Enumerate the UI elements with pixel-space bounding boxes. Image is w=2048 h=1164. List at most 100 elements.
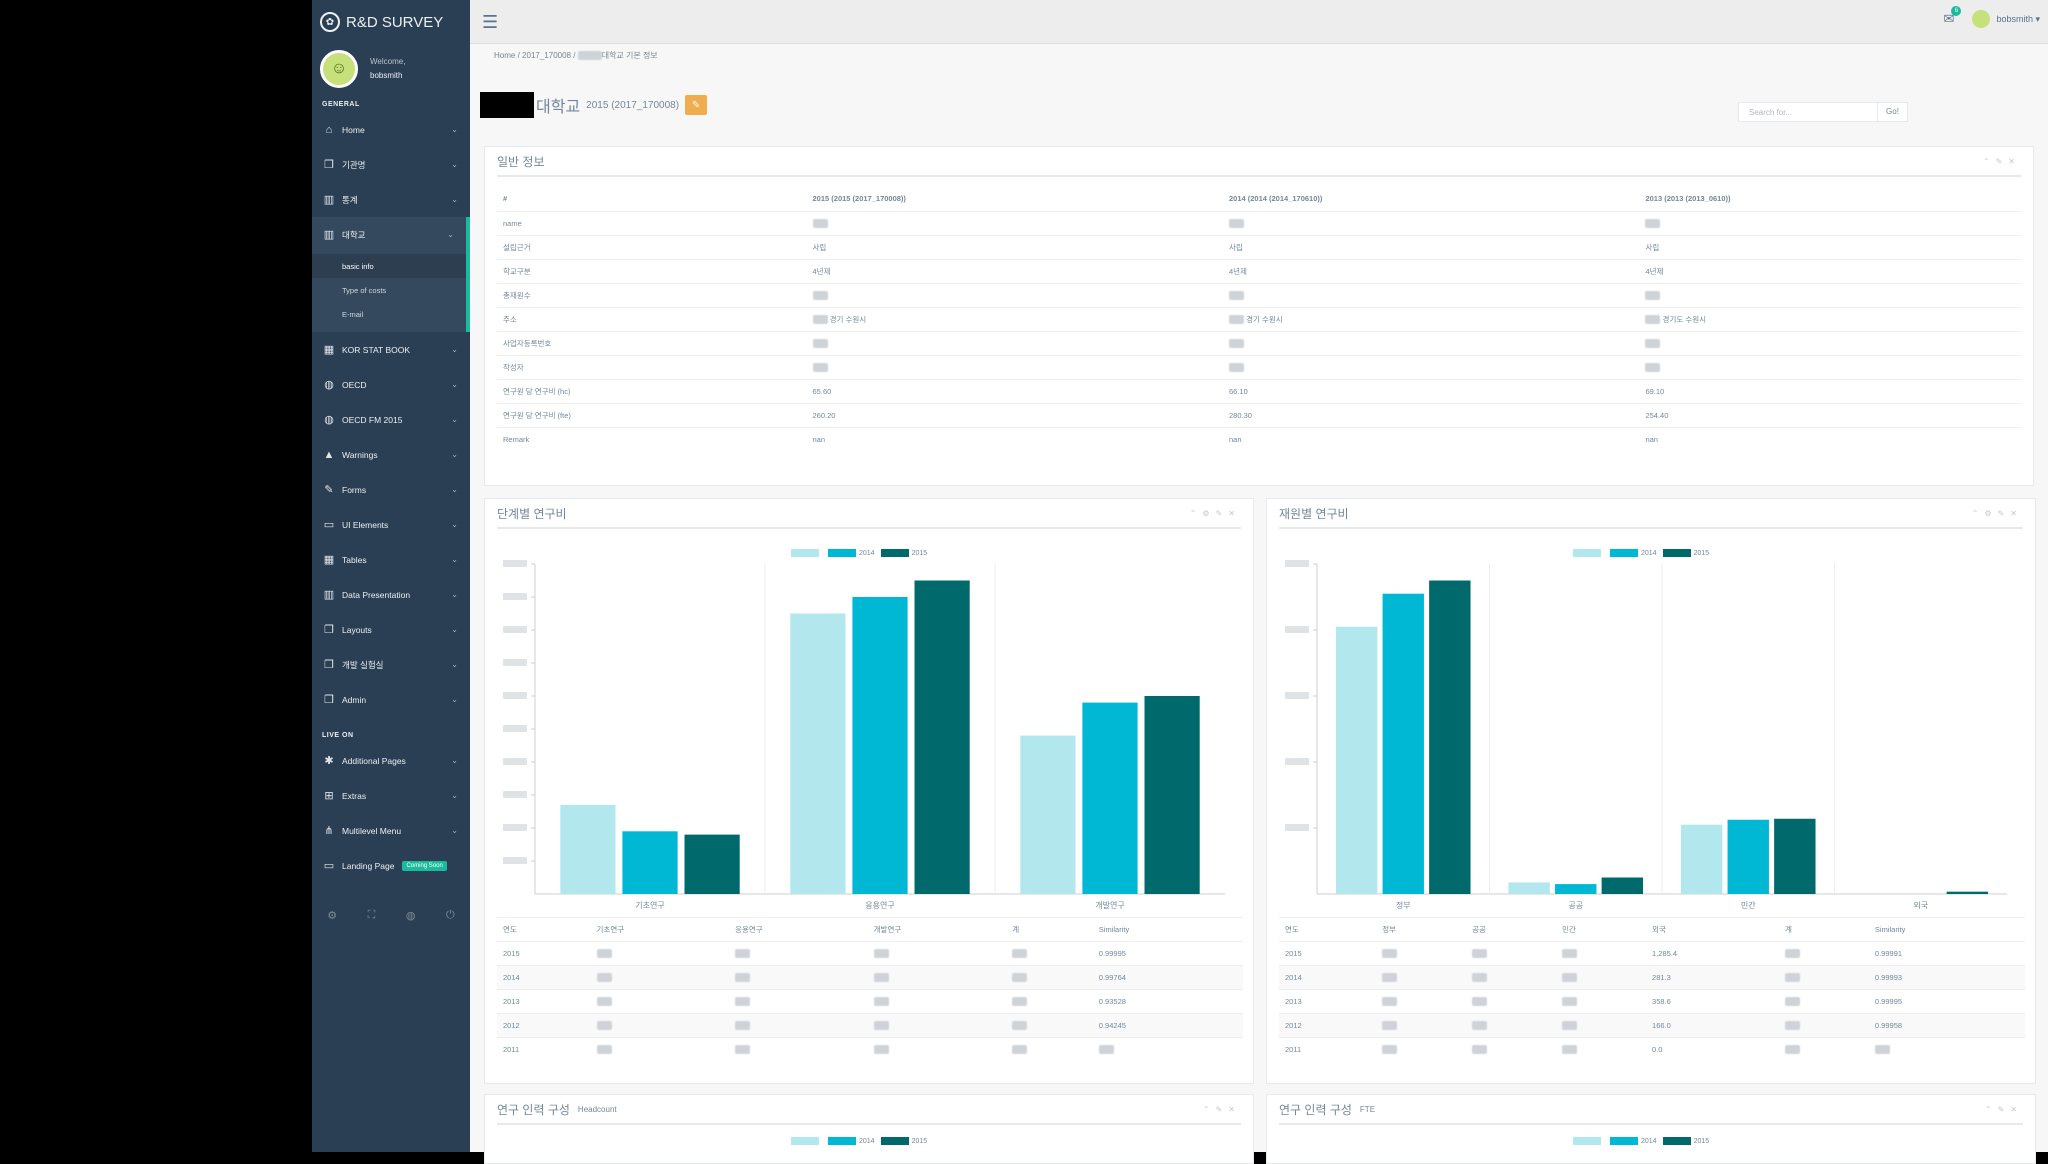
legend-swatch-2014 xyxy=(828,1137,856,1145)
sidebar-item-landing-page[interactable]: ▭ Landing Page Coming Soon xyxy=(312,848,470,883)
legend-label: 2014 xyxy=(1641,549,1657,557)
table-row: 2011 xxxx xxxx xxxx 0.0 xxxx xxxx xyxy=(1279,1037,2025,1062)
sidebar-item-통계[interactable]: ▥ 통계 ⌄ xyxy=(312,182,470,217)
table-cell: xxxx xyxy=(1006,1037,1093,1062)
sidebar-sub-basic-info[interactable]: basic info xyxy=(312,254,466,278)
sidebar-item-data-presentation[interactable]: ▥ Data Presentation ⌄ xyxy=(312,577,470,612)
panel-tools[interactable]: ⌃⚙✎✕ xyxy=(1189,509,1241,518)
redacted-text: xxxx xyxy=(812,362,828,372)
table-cell-text: 0.99993 xyxy=(1874,973,1903,982)
sidebar-item-대학교[interactable]: ▥ 대학교 ⌄ xyxy=(312,217,470,252)
legend-label: 2015 xyxy=(911,549,928,557)
sidebar-item-layouts[interactable]: ❐ Layouts ⌄ xyxy=(312,612,470,647)
table-row: 연구원 당 연구비 (hc) 65.60 66.10 69.10 xyxy=(497,378,2021,403)
info-cell-text: nan xyxy=(1228,434,1242,444)
sidebar-item-multilevel-menu[interactable]: ⋔ Multilevel Menu ⌄ xyxy=(312,813,470,848)
table-cell: 0.0 xyxy=(1646,1037,1779,1062)
bar xyxy=(1555,884,1597,894)
info-row-label-text: 작성자 xyxy=(503,362,524,372)
sidebar-sub-type-of-costs[interactable]: Type of costs xyxy=(342,285,387,295)
panel-tools[interactable]: ⌃✎✕ xyxy=(1982,157,2021,166)
search-input[interactable]: Search for... Go! xyxy=(1738,102,1908,122)
sidebar-item-home[interactable]: ⌂ Home ⌄ xyxy=(312,112,470,147)
redacted-text: xxxx xyxy=(1228,314,1244,324)
info-panel-title: 일반 정보 xyxy=(497,154,545,169)
table-cell: 2014 xyxy=(497,965,591,990)
envelope-icon[interactable]: ✉ 6 xyxy=(1944,6,1962,27)
menu-toggle-icon[interactable]: ☰ xyxy=(482,12,499,32)
bar xyxy=(1020,735,1076,894)
redacted-text: xxxx xyxy=(1472,949,1488,958)
bug-icon: ✱ xyxy=(324,755,334,767)
sidebar-item-개발-실험실[interactable]: ❐ 개발 실험실 ⌄ xyxy=(312,647,470,682)
table-cell: 1,285.4 xyxy=(1646,941,1779,966)
user-menu[interactable]: bobsmith xyxy=(1996,14,2033,24)
sidebar-item-admin[interactable]: ❐ Admin ⌄ xyxy=(312,682,470,717)
gear-icon[interactable]: ⚙ xyxy=(327,910,338,922)
redacted-text: xxxx xyxy=(1012,973,1028,982)
sidebar-item-ui-elements[interactable]: ▭ UI Elements ⌄ xyxy=(312,507,470,542)
sidebar-item-kor-stat-book[interactable]: ▦ KOR STAT BOOK ⌄ xyxy=(312,332,470,367)
sidebar-sub-email[interactable]: E-mail xyxy=(342,309,364,319)
edit-icon[interactable]: ✎ xyxy=(685,95,708,115)
info-cell-text: 사립 xyxy=(1645,242,1660,252)
sidebar-item-label: Multilevel Menu xyxy=(342,825,402,836)
profile: ☺ Welcome, bobsmith xyxy=(312,44,470,98)
info-cell: xxxx xyxy=(806,354,1223,379)
fullscreen-icon[interactable]: ⛶ xyxy=(367,909,376,921)
breadcrumb-code[interactable]: 2017_170008 xyxy=(522,51,571,60)
laptop-icon: ▭ xyxy=(323,860,335,872)
sidebar-item-label: Extras xyxy=(342,790,367,801)
sidebar-item-additional-pages[interactable]: ✱ Additional Pages ⌄ xyxy=(312,743,470,778)
table-cell: xxxx xyxy=(1778,965,1869,990)
panel-tools[interactable]: ⌃⚙✎✕ xyxy=(1971,509,2023,518)
table-header: 계 xyxy=(1006,917,1093,942)
info-cell: xxxx xyxy=(806,330,1223,355)
info-row-label: 설립근거 xyxy=(497,234,807,259)
user-avatar[interactable] xyxy=(1972,10,1991,28)
redacted-text: xxxx xyxy=(1382,973,1398,982)
redacted-text: xxxx xyxy=(1012,997,1028,1006)
panel-tools[interactable]: ⌃✎✕ xyxy=(1202,1105,1241,1114)
bar xyxy=(1508,882,1550,894)
table-cell: 0.99995 xyxy=(1092,941,1243,966)
sidebar-item-forms[interactable]: ✎ Forms ⌄ xyxy=(312,472,470,507)
sidebar-item-tables[interactable]: ▦ Tables ⌄ xyxy=(312,542,470,577)
breadcrumb-home[interactable]: Home xyxy=(494,51,516,60)
y-tick-label-redacted xyxy=(503,791,527,798)
table-cell: xxxx xyxy=(590,941,730,966)
info-cell-text: 65.60 xyxy=(812,386,832,396)
legend-swatch-2015 xyxy=(1662,549,1691,557)
info-cell: xxxx xyxy=(1222,282,1640,307)
table-cell: 2015 xyxy=(1279,941,1377,966)
legend: 2014 2015 xyxy=(1567,549,1709,557)
table-header-text: 응용연구 xyxy=(735,925,763,934)
redacted-text: xxxx xyxy=(1784,949,1800,958)
search-go-button[interactable]: Go! xyxy=(1877,103,1907,121)
table-header: 연도 xyxy=(1279,917,1377,942)
sidebar-item-oecd-fm-2015[interactable]: ◍ OECD FM 2015 ⌄ xyxy=(312,402,470,437)
eye-slash-icon[interactable]: ◍ xyxy=(405,910,416,922)
table-cell: xxxx xyxy=(1466,941,1557,966)
sidebar-item-oecd[interactable]: ◍ OECD ⌄ xyxy=(312,367,470,402)
y-tick-label-redacted xyxy=(503,857,527,864)
y-tick-label-redacted xyxy=(1285,824,1309,831)
breadcrumb-page: 대학교 기본 정보 xyxy=(601,51,658,60)
sidebar-item-extras[interactable]: ⊞ Extras ⌄ xyxy=(312,778,470,813)
info-row-label: name xyxy=(497,210,807,235)
avatar[interactable]: ☺ xyxy=(320,50,358,88)
sidebar-item-기관명[interactable]: ❐ 기관명 ⌄ xyxy=(312,147,470,182)
sidebar-item-warnings[interactable]: ▲ Warnings ⌄ xyxy=(312,437,470,472)
redacted-text: xxxx xyxy=(1645,218,1661,228)
bar xyxy=(1601,877,1644,894)
info-cell: 사립 xyxy=(1639,234,2021,259)
panel-tools[interactable]: ⌃✎✕ xyxy=(1984,1105,2023,1114)
brand[interactable]: ✿ R&D SURVEY xyxy=(312,0,470,44)
power-icon[interactable]: ⏻ xyxy=(445,909,455,921)
redacted-text: xxxx xyxy=(812,338,828,348)
table-cell: xxxx xyxy=(1466,1037,1557,1062)
sidebar-item-label: KOR STAT BOOK xyxy=(342,344,411,355)
table-cell: xxxx xyxy=(1466,989,1557,1014)
chevron-down-icon[interactable]: ▾ xyxy=(2032,13,2040,24)
table-header-text: 공공 xyxy=(1472,925,1486,934)
